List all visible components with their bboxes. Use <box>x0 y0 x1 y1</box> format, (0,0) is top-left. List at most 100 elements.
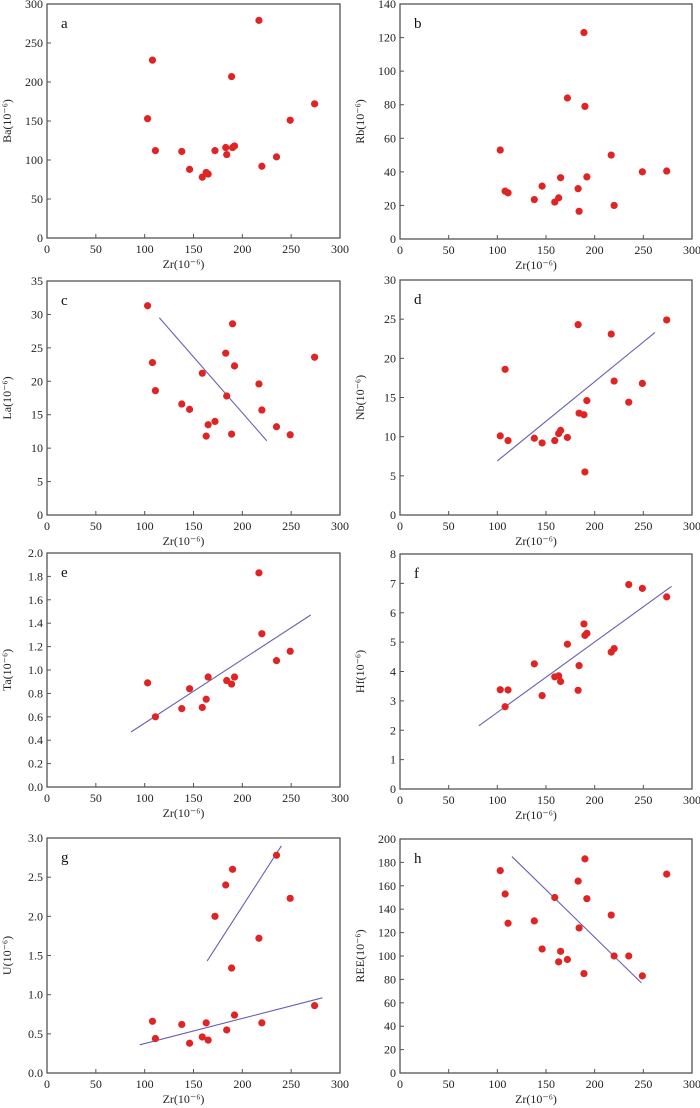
y-tick-label: 0.4 <box>28 733 43 747</box>
y-tick-label: 180 <box>378 855 396 869</box>
data-point <box>663 316 671 324</box>
data-point <box>185 405 194 413</box>
data-point <box>555 958 563 966</box>
x-tick-label: 0 <box>44 791 50 805</box>
panel-letter: c <box>61 293 68 309</box>
y-tick-label: 1 <box>390 753 396 767</box>
y-tick-label: 1.2 <box>28 640 43 654</box>
data-point <box>638 972 646 980</box>
data-point <box>496 146 504 154</box>
data-point <box>580 28 588 37</box>
y-axis-title: Rb(10⁻⁶) <box>353 99 367 144</box>
y-tick-label: 20 <box>384 198 396 212</box>
data-point <box>504 919 512 927</box>
data-point <box>286 894 294 902</box>
x-tick-label: 50 <box>443 243 455 257</box>
data-point <box>663 593 671 601</box>
data-point <box>638 584 646 592</box>
y-tick-label: 2.0 <box>28 909 43 923</box>
data-point <box>311 1002 319 1010</box>
data-point <box>228 320 237 328</box>
data-point <box>255 16 263 24</box>
x-tick-label: 300 <box>683 1077 700 1091</box>
x-tick-label: 250 <box>634 243 652 257</box>
y-tick-label: 40 <box>384 1019 396 1033</box>
y-tick-label: 2.5 <box>28 870 43 884</box>
panel-letter: e <box>61 565 68 581</box>
x-tick-label: 100 <box>488 243 506 257</box>
y-tick-label: 25 <box>31 341 43 355</box>
data-point <box>530 434 538 442</box>
data-point <box>638 168 646 176</box>
data-point <box>575 207 583 215</box>
y-tick-label: 3.0 <box>28 831 43 845</box>
y-tick-label: 0.6 <box>28 710 43 724</box>
plot-frame <box>399 3 693 240</box>
x-tick-label: 150 <box>185 1077 203 1091</box>
x-tick-label: 150 <box>537 243 555 257</box>
y-axis-title: Ta(10⁻⁶) <box>0 649 14 691</box>
data-point <box>610 644 618 653</box>
data-point <box>148 358 157 367</box>
data-point <box>223 392 231 400</box>
data-point <box>574 686 582 694</box>
data-point <box>198 1033 206 1041</box>
data-point <box>557 174 565 182</box>
data-point <box>258 630 266 638</box>
y-tick-label: 1.6 <box>28 593 43 607</box>
panel-c: 0 50 100 150 200 250 300 0 5 10 15 20 25 30 35 Zr(10⁻⁶)… <box>0 274 349 548</box>
y-tick-label: 0 <box>37 508 43 522</box>
y-tick-label: 0.5 <box>28 1027 43 1041</box>
data-point <box>258 1019 266 1027</box>
data-point <box>551 436 559 445</box>
y-tick-label: 5 <box>390 635 396 649</box>
data-point <box>211 147 219 155</box>
x-tick-label: 200 <box>586 519 604 533</box>
y-tick-label: 120 <box>378 31 396 45</box>
x-tick-label: 300 <box>683 243 700 257</box>
y-tick-label: 5 <box>390 469 396 483</box>
y-tick-label: 20 <box>31 374 43 388</box>
data-point <box>580 620 588 628</box>
x-tick-label: 150 <box>537 793 555 807</box>
y-tick-label: 5 <box>37 475 43 489</box>
data-point <box>575 662 583 670</box>
trend-line <box>511 856 642 984</box>
plot-frame <box>46 552 341 788</box>
data-point <box>185 1039 194 1047</box>
data-point <box>255 380 263 388</box>
panel-e: 0 50 100 150 200 250 300 0.0 0.2 0.4 0.6 0.8 1.0 1.2 1… <box>0 546 349 820</box>
y-tick-label: 7 <box>390 576 396 590</box>
data-point <box>504 189 512 197</box>
y-tick-label: 150 <box>25 114 43 128</box>
x-tick-label: 100 <box>488 519 506 533</box>
data-point <box>583 895 591 903</box>
data-point <box>228 865 237 873</box>
y-tick-label: 100 <box>378 949 396 963</box>
x-tick-label: 200 <box>233 242 251 256</box>
y-axis-title: REE(10⁻⁶) <box>353 929 367 982</box>
data-point <box>574 877 582 885</box>
data-point <box>272 153 281 161</box>
data-point <box>625 398 633 406</box>
data-point <box>151 713 160 721</box>
panel-d: 0 50 100 150 200 250 300 0 5 10 15 20 25 30 Zr(10⁻⁶) Nb… <box>353 273 700 548</box>
data-point <box>575 924 583 932</box>
y-tick-label: 3 <box>390 694 396 708</box>
y-tick-label: 1.8 <box>28 569 43 583</box>
trend-line <box>496 332 656 462</box>
data-point <box>501 365 509 373</box>
data-point <box>286 647 294 655</box>
y-tick-label: 25 <box>384 312 396 326</box>
data-point <box>227 964 236 972</box>
data-point <box>610 952 618 960</box>
x-tick-label: 250 <box>634 519 652 533</box>
data-point <box>663 167 671 175</box>
y-tick-label: 0 <box>390 508 396 522</box>
x-tick-label: 0 <box>44 1077 50 1091</box>
data-point <box>227 72 236 81</box>
y-tick-label: 160 <box>378 879 396 893</box>
data-point <box>538 182 546 190</box>
y-tick-label: 300 <box>25 0 43 11</box>
x-tick-label: 200 <box>586 793 604 807</box>
